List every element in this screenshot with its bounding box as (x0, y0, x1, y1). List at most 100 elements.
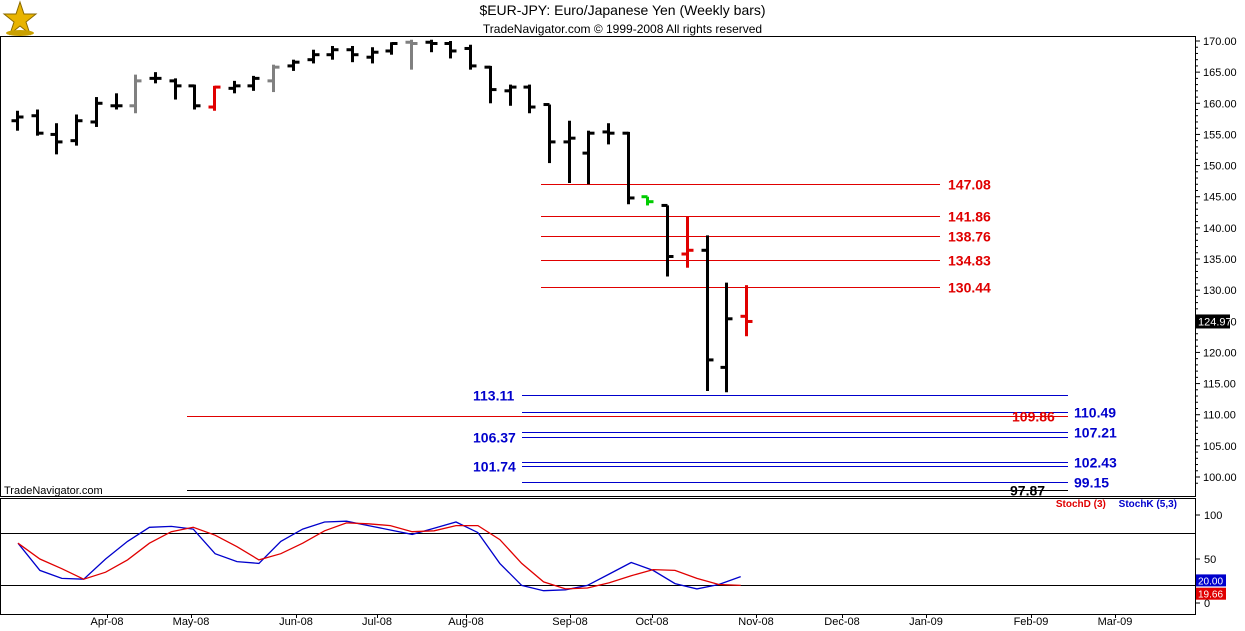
chart-frame (0, 36, 1196, 615)
price-bar (346, 45, 359, 63)
price-bar (701, 235, 714, 392)
stoch-d-value-box (1196, 587, 1226, 600)
price-bar (307, 49, 320, 64)
fib-label-130.44: 130.44 (948, 280, 991, 296)
price-axis: 100.00105.00110.00115.00120.00125.00130.… (1195, 36, 1237, 484)
price-bar (602, 123, 615, 145)
fib-label-134.83: 134.83 (948, 253, 991, 269)
time-tick-label: Nov-08 (738, 616, 773, 628)
price-bar (247, 75, 260, 91)
price-bar (366, 47, 379, 64)
price-bar (129, 74, 142, 114)
price-bars (11, 39, 753, 393)
time-tick-label: Apr-08 (90, 616, 123, 628)
price-tick-label: 115.00 (1203, 379, 1236, 391)
stoch-tick-label: 100 (1204, 510, 1222, 522)
fib-label-110.49: 110.49 (1074, 405, 1116, 421)
stoch-tick-label: 0 (1204, 598, 1210, 610)
price-tick-label: 120.00 (1203, 347, 1237, 359)
time-tick-label: Jan-09 (909, 616, 943, 628)
time-tick-label: Jul-08 (362, 616, 392, 628)
fib-label-147.08: 147.08 (948, 177, 991, 193)
price-bar (523, 84, 536, 114)
price-bar (464, 44, 477, 70)
fib-label-107.21: 107.21 (1074, 425, 1117, 441)
stochastic-legend: StochD (3) StochK (5,3) (1056, 499, 1177, 510)
price-bar (622, 131, 635, 205)
stoch-k-line (17, 520, 741, 592)
time-tick-label: May-08 (173, 616, 210, 628)
price-tick-label: 170.00 (1203, 36, 1237, 48)
stochastic-panel-border (0, 498, 1196, 615)
fib-label-97.87: 97.87 (1010, 483, 1045, 499)
price-bar (484, 65, 497, 104)
price-bar (681, 216, 694, 268)
price-bar (582, 130, 595, 185)
legend-stoch-d: StochD (3) (1055, 499, 1106, 510)
time-tick-label: Aug-08 (448, 616, 483, 628)
fib-label-113.11: 113.11 (473, 388, 514, 404)
copyright-notice: TradeNavigator.com © 1999-2008 All right… (482, 22, 763, 36)
last-price-label: 124.97 (1198, 316, 1232, 328)
price-bar (31, 109, 44, 136)
price-tick-label: 155.00 (1203, 129, 1237, 141)
price-panel-border (0, 36, 1196, 497)
price-bar (425, 39, 438, 53)
price-bar (326, 45, 339, 60)
time-tick-label: Oct-08 (635, 616, 668, 628)
price-bar (543, 103, 556, 164)
price-bar (90, 97, 103, 127)
price-bar (444, 41, 457, 59)
price-tick-label: 135.00 (1203, 254, 1237, 266)
price-bar (70, 114, 83, 146)
time-tick-label: Mar-09 (1098, 616, 1133, 628)
price-tick-label: 105.00 (1203, 441, 1237, 453)
price-bar (641, 195, 654, 206)
time-tick-label: Jun-08 (279, 616, 313, 628)
fib-label-109.86: 109.86 (1012, 409, 1055, 425)
price-bar (661, 203, 674, 277)
price-bar (385, 41, 398, 55)
stoch-d-line (17, 522, 741, 590)
chart-title: $EUR-JPY: Euro/Japanese Yen (Weekly bars… (479, 2, 766, 18)
price-bar (208, 85, 221, 111)
price-bar (188, 84, 201, 110)
legend-stoch-k: StochK (5,3) (1118, 499, 1177, 510)
fib-label-101.74: 101.74 (473, 459, 516, 475)
fib-label-141.86: 141.86 (948, 209, 991, 225)
price-bar (405, 39, 418, 70)
price-tick-label: 130.00 (1203, 285, 1237, 297)
price-tick-label: 145.00 (1203, 192, 1237, 204)
price-tick-label: 165.00 (1203, 67, 1237, 79)
price-tick-label: 140.00 (1203, 223, 1237, 235)
fib-label-138.76: 138.76 (948, 229, 991, 245)
price-bar (740, 285, 753, 337)
stoch-d-value: 19.66 (1198, 590, 1223, 601)
fib-label-99.15: 99.15 (1074, 475, 1109, 491)
price-tick-label: 150.00 (1203, 161, 1237, 173)
stoch-tick-label: 50 (1204, 554, 1216, 566)
brand-label: TradeNavigator.com (4, 485, 103, 497)
time-axis: Apr-08 May-08 Jun-08 Jul-08 Aug-08 Sep-08 Oct-… (90, 614, 1132, 628)
stochastic-panel: 100 50 0 20.00 19.66 (0, 510, 1226, 610)
price-bar (149, 72, 162, 84)
fib-label-102.43: 102.43 (1074, 455, 1117, 471)
stoch-k-value: 20.00 (1198, 576, 1223, 587)
price-bar (11, 110, 24, 131)
trade-navigator-logo (2, 0, 38, 36)
time-tick-label: Dec-08 (824, 616, 859, 628)
price-tick-label: 100.00 (1203, 472, 1237, 484)
price-bar (169, 78, 182, 100)
stoch-k-value-box (1196, 574, 1226, 587)
price-bar (563, 120, 576, 184)
price-bar (110, 93, 123, 110)
last-price-box (1196, 314, 1230, 329)
price-bar (50, 123, 63, 155)
fibonacci-levels: 147.08 141.86 138.76 134.83 130.44 113.11 110.… (187, 177, 1117, 499)
price-tick-label: 160.00 (1203, 98, 1237, 110)
time-tick-label: Feb-09 (1014, 616, 1049, 628)
price-bar (504, 84, 517, 106)
price-bar (228, 80, 241, 94)
price-tick-label: 110.00 (1203, 410, 1236, 422)
